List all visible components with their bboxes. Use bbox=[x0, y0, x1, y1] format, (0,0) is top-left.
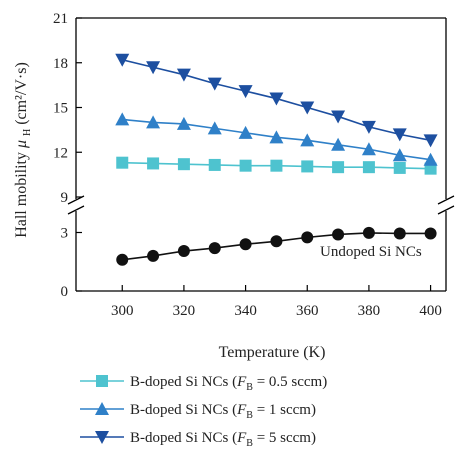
y-title-symbol: μ bbox=[13, 140, 30, 149]
data-point bbox=[301, 160, 314, 173]
series-layer bbox=[115, 53, 438, 266]
data-point bbox=[331, 110, 346, 124]
data-point bbox=[424, 227, 437, 240]
data-point bbox=[116, 253, 129, 266]
x-tick-label: 300 bbox=[111, 303, 134, 319]
data-point bbox=[332, 161, 345, 174]
legend-marker bbox=[95, 431, 109, 444]
x-tick-label: 320 bbox=[173, 303, 196, 319]
legend-item-2: B-doped Si NCs (FB = 1 sccm) bbox=[80, 402, 316, 421]
data-point bbox=[238, 125, 253, 139]
data-point bbox=[300, 133, 315, 147]
data-point bbox=[177, 245, 190, 258]
data-point bbox=[269, 130, 284, 144]
y-tick-label: 0 bbox=[61, 284, 69, 300]
legend-label-sub: B bbox=[246, 410, 253, 421]
data-point bbox=[269, 92, 284, 106]
data-point bbox=[332, 228, 345, 241]
data-point bbox=[301, 231, 314, 244]
legend-label-sub: B bbox=[246, 438, 253, 449]
series-4 bbox=[116, 226, 437, 266]
x-axis-title: Temperature (K) bbox=[219, 344, 326, 361]
data-point bbox=[207, 77, 222, 91]
x-tick-label: 340 bbox=[234, 303, 257, 319]
data-point bbox=[393, 161, 406, 174]
data-point bbox=[300, 101, 315, 115]
y-tick-label: 12 bbox=[53, 145, 68, 161]
axis-break-mark-left-2 bbox=[67, 205, 85, 215]
data-point bbox=[361, 142, 376, 156]
data-point bbox=[115, 112, 130, 126]
legend-label: B-doped Si NCs (FB = 0.5 sccm) bbox=[130, 374, 327, 393]
y-title-main: Hall mobility bbox=[13, 148, 30, 238]
x-tick-label: 400 bbox=[419, 303, 442, 319]
legend-label-suffix: = 1 sccm) bbox=[253, 402, 316, 418]
data-point bbox=[116, 156, 129, 169]
y-axis-title: Hall mobility μ H (cm²/V·s) bbox=[13, 62, 34, 238]
data-point bbox=[176, 68, 191, 82]
x-tick-label: 380 bbox=[358, 303, 381, 319]
legend-label-var: F bbox=[236, 402, 247, 418]
data-point bbox=[393, 227, 406, 240]
data-point bbox=[392, 128, 407, 142]
legend-item-3: B-doped Si NCs (FB = 5 sccm) bbox=[80, 430, 316, 449]
data-point bbox=[361, 120, 376, 134]
data-point bbox=[147, 157, 160, 170]
undoped-annotation: Undoped Si NCs bbox=[320, 244, 422, 260]
data-point bbox=[362, 226, 375, 239]
data-point bbox=[423, 152, 438, 166]
series-2 bbox=[115, 112, 438, 166]
label-layer: Temperature (K) Undoped Si NCs Hall mobi… bbox=[13, 62, 422, 361]
y-title-units: (cm²/V·s) bbox=[13, 62, 30, 125]
data-point bbox=[177, 158, 190, 171]
data-point bbox=[239, 238, 252, 251]
y-tick-label: 15 bbox=[53, 101, 68, 117]
data-point bbox=[331, 137, 346, 151]
data-point bbox=[392, 148, 407, 162]
data-point bbox=[423, 134, 438, 148]
data-point bbox=[238, 85, 253, 99]
legend: B-doped Si NCs (FB = 0.5 sccm)B-doped Si… bbox=[80, 374, 327, 449]
data-point bbox=[270, 235, 283, 248]
y-tick-label: 9 bbox=[61, 190, 69, 206]
legend-label-prefix: B-doped Si NCs ( bbox=[130, 430, 237, 446]
y-tick-label: 3 bbox=[61, 226, 69, 242]
data-point bbox=[147, 249, 160, 262]
y-tick-label: 21 bbox=[53, 11, 68, 27]
axes-layer: 9 12 15 18 21 0 3 300 320 340 360 380 400 bbox=[53, 11, 455, 319]
data-point bbox=[208, 158, 221, 171]
y-title-sub: H bbox=[22, 129, 33, 136]
data-point bbox=[115, 53, 130, 67]
x-tick-label: 360 bbox=[296, 303, 319, 319]
data-point bbox=[146, 115, 161, 129]
legend-item-1: B-doped Si NCs (FB = 0.5 sccm) bbox=[80, 374, 327, 393]
legend-label-prefix: B-doped Si NCs ( bbox=[130, 402, 237, 418]
data-point bbox=[208, 242, 221, 255]
legend-label-suffix: = 0.5 sccm) bbox=[253, 374, 327, 390]
legend-label-suffix: = 5 sccm) bbox=[253, 430, 316, 446]
series-1 bbox=[116, 156, 437, 175]
data-point bbox=[362, 161, 375, 174]
legend-label-prefix: B-doped Si NCs ( bbox=[130, 374, 237, 390]
y-tick-label: 18 bbox=[53, 56, 68, 72]
data-point bbox=[270, 159, 283, 172]
legend-label: B-doped Si NCs (FB = 5 sccm) bbox=[130, 430, 316, 449]
data-point bbox=[239, 159, 252, 172]
data-point bbox=[176, 116, 191, 130]
axis-break-mark-right-2 bbox=[437, 205, 455, 215]
axis-break-mark-right-1 bbox=[437, 195, 455, 205]
legend-label: B-doped Si NCs (FB = 1 sccm) bbox=[130, 402, 316, 421]
legend-marker bbox=[96, 375, 108, 387]
legend-label-var: F bbox=[236, 430, 247, 446]
data-point bbox=[146, 61, 161, 75]
series-3 bbox=[115, 53, 438, 148]
legend-marker bbox=[95, 402, 109, 415]
legend-label-sub: B bbox=[246, 382, 253, 393]
legend-label-var: F bbox=[236, 374, 247, 390]
data-point bbox=[207, 121, 222, 135]
